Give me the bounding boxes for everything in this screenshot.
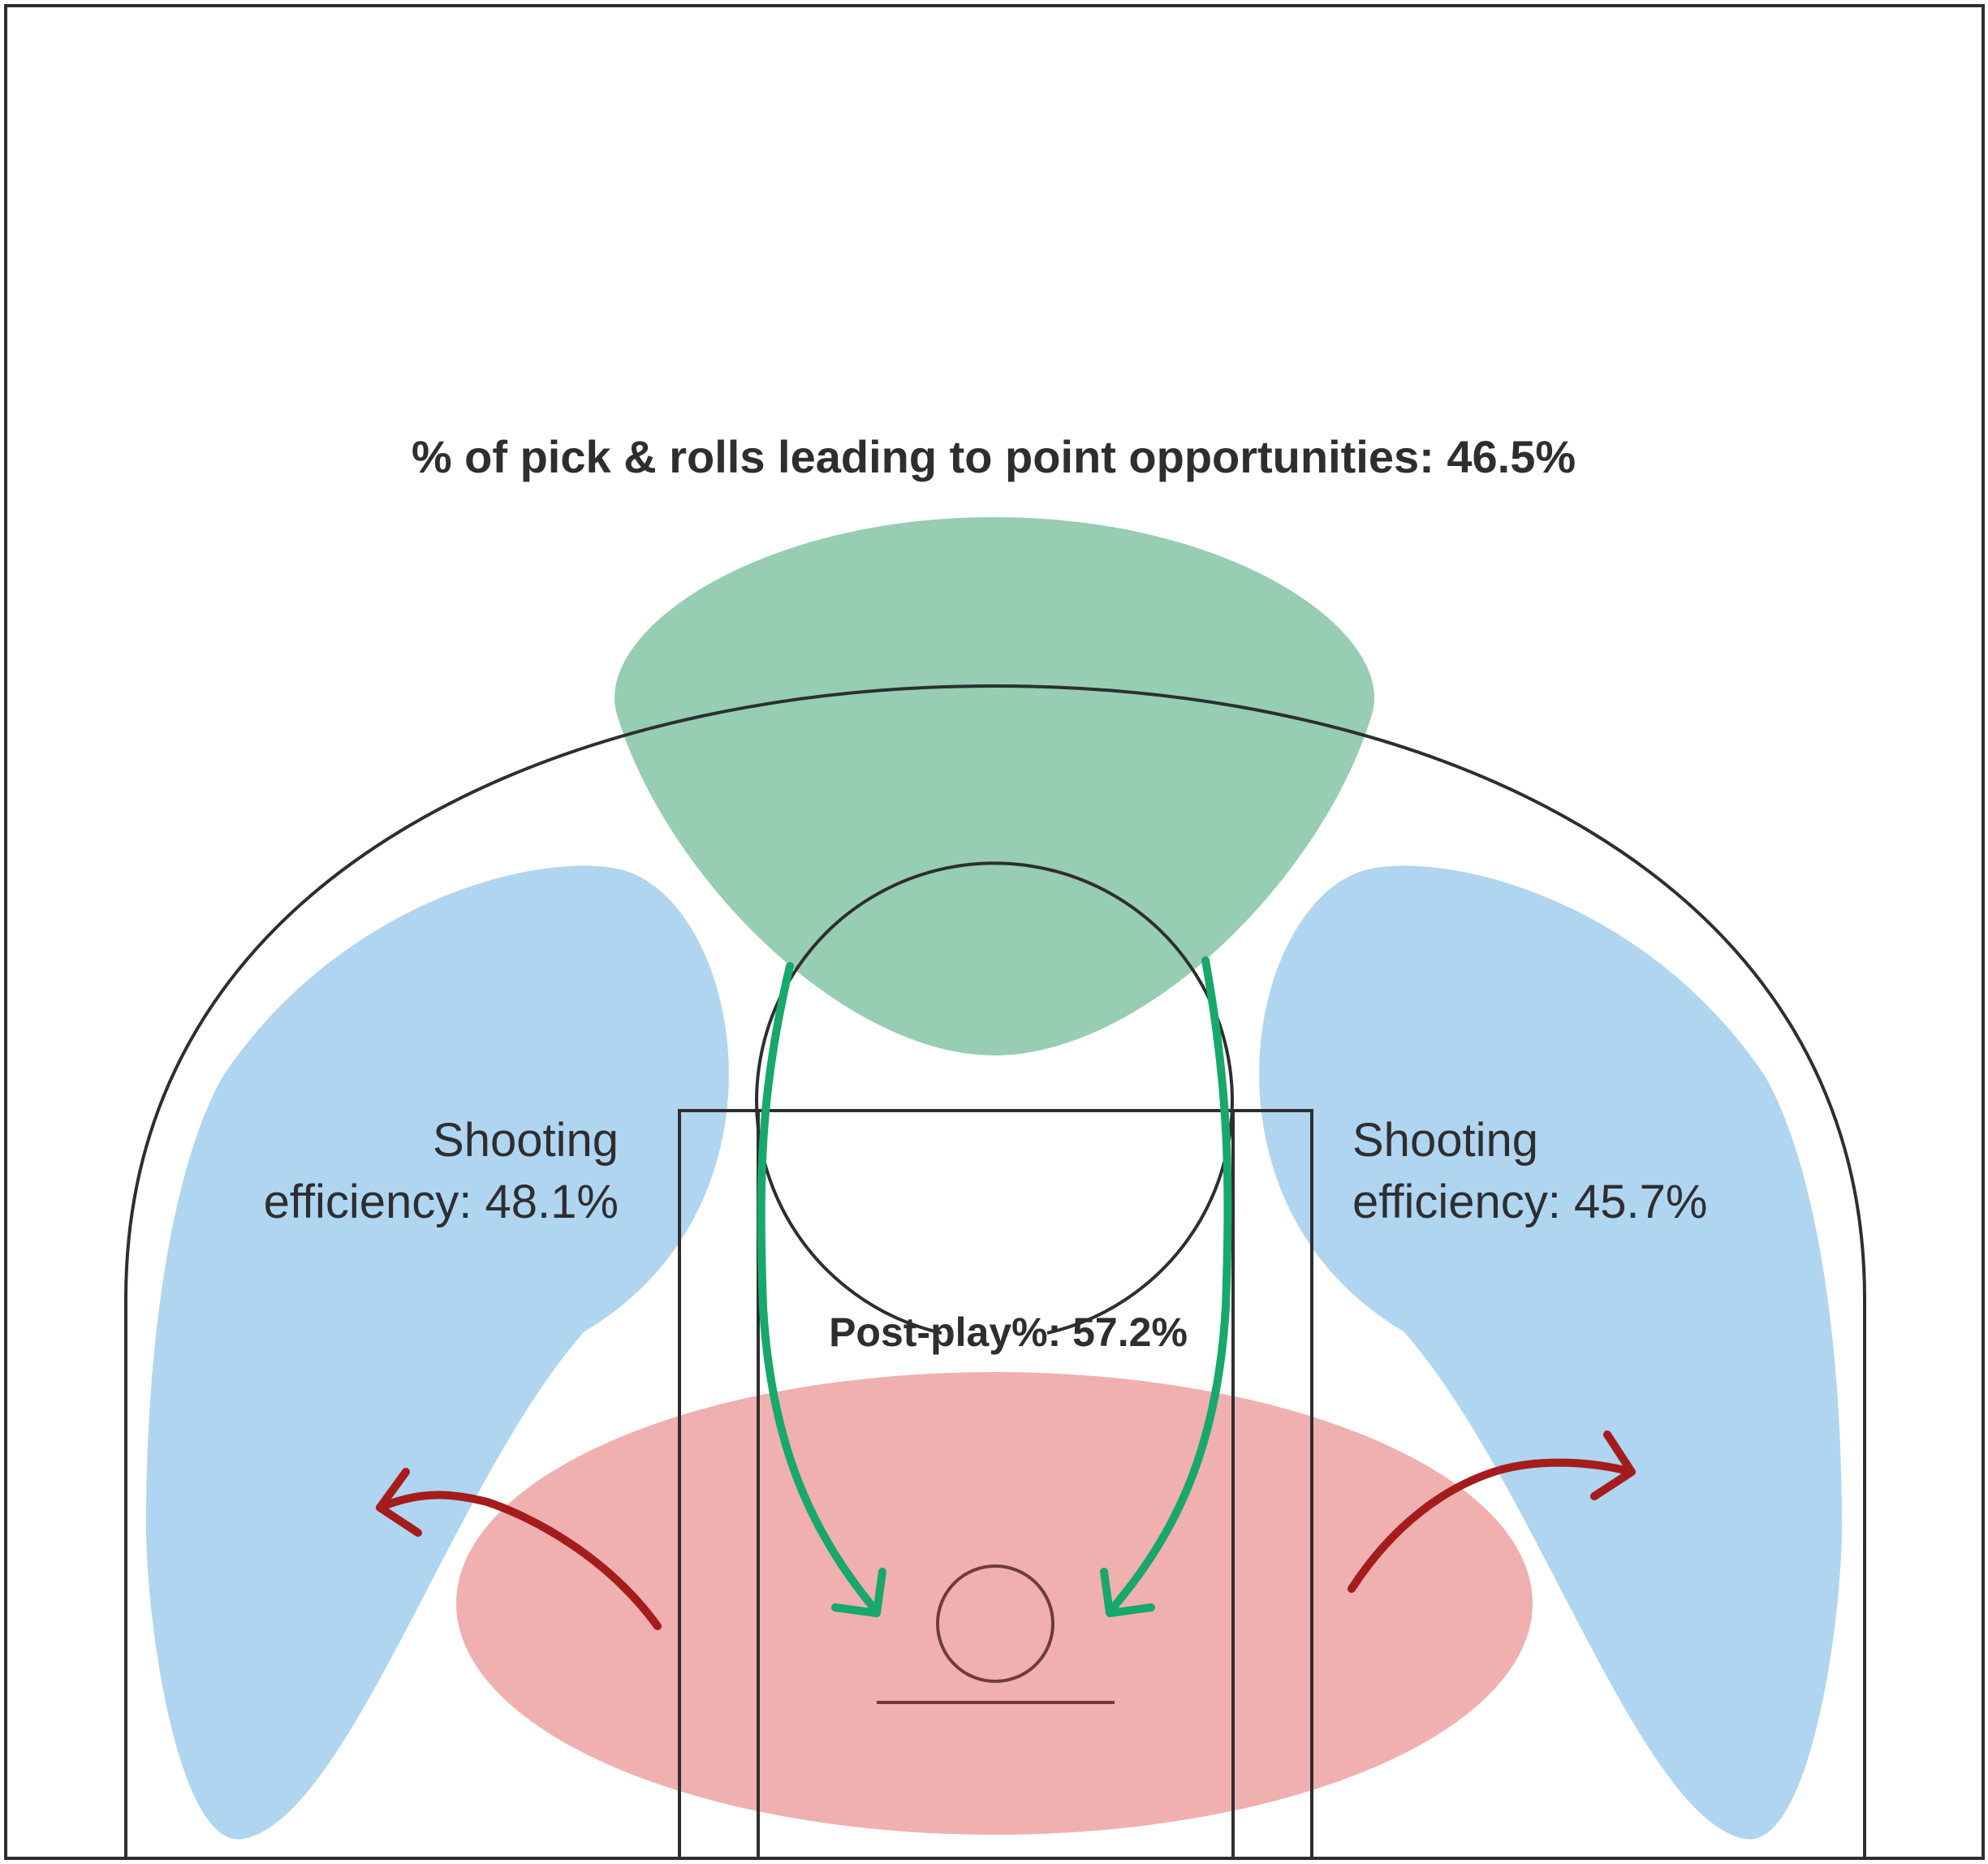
post-play-label: Post-play%: 57.2%	[829, 1310, 1188, 1355]
pick-and-roll-arrowhead-right-icon	[1100, 1568, 1155, 1617]
right-wing-zone	[1259, 865, 1842, 1840]
free-throw-circle	[755, 861, 1234, 1335]
right-wing-label-line1: Shooting	[1352, 1114, 1538, 1167]
kick-out-arrow-left	[376, 1491, 662, 1630]
kick-out-arrow-right	[1348, 1458, 1636, 1593]
three-point-arc	[124, 684, 1866, 1858]
pick-and-roll-arrow-right	[1106, 956, 1232, 1616]
kick-out-arrowhead-right-icon	[1590, 1430, 1636, 1500]
hoop-rim	[936, 1564, 1054, 1683]
left-wing-label-line2: efficiency: 48.1%	[264, 1176, 619, 1228]
left-wing-zone	[146, 865, 729, 1840]
free-throw-lane-outer	[678, 1109, 1313, 1858]
post-zone	[456, 1372, 1533, 1835]
diagram-border	[4, 4, 1985, 1860]
pick-and-roll-zone	[615, 517, 1374, 1055]
pick-and-roll-arrow-left	[757, 962, 881, 1616]
pick-and-roll-arrowhead-left-icon	[831, 1568, 886, 1617]
headline-title: % of pick & rolls leading to point oppor…	[412, 431, 1576, 482]
left-wing-label-line1: Shooting	[433, 1114, 619, 1167]
right-wing-label-line2: efficiency: 45.7%	[1352, 1176, 1707, 1228]
kick-out-arrowhead-left-icon	[376, 1468, 422, 1537]
